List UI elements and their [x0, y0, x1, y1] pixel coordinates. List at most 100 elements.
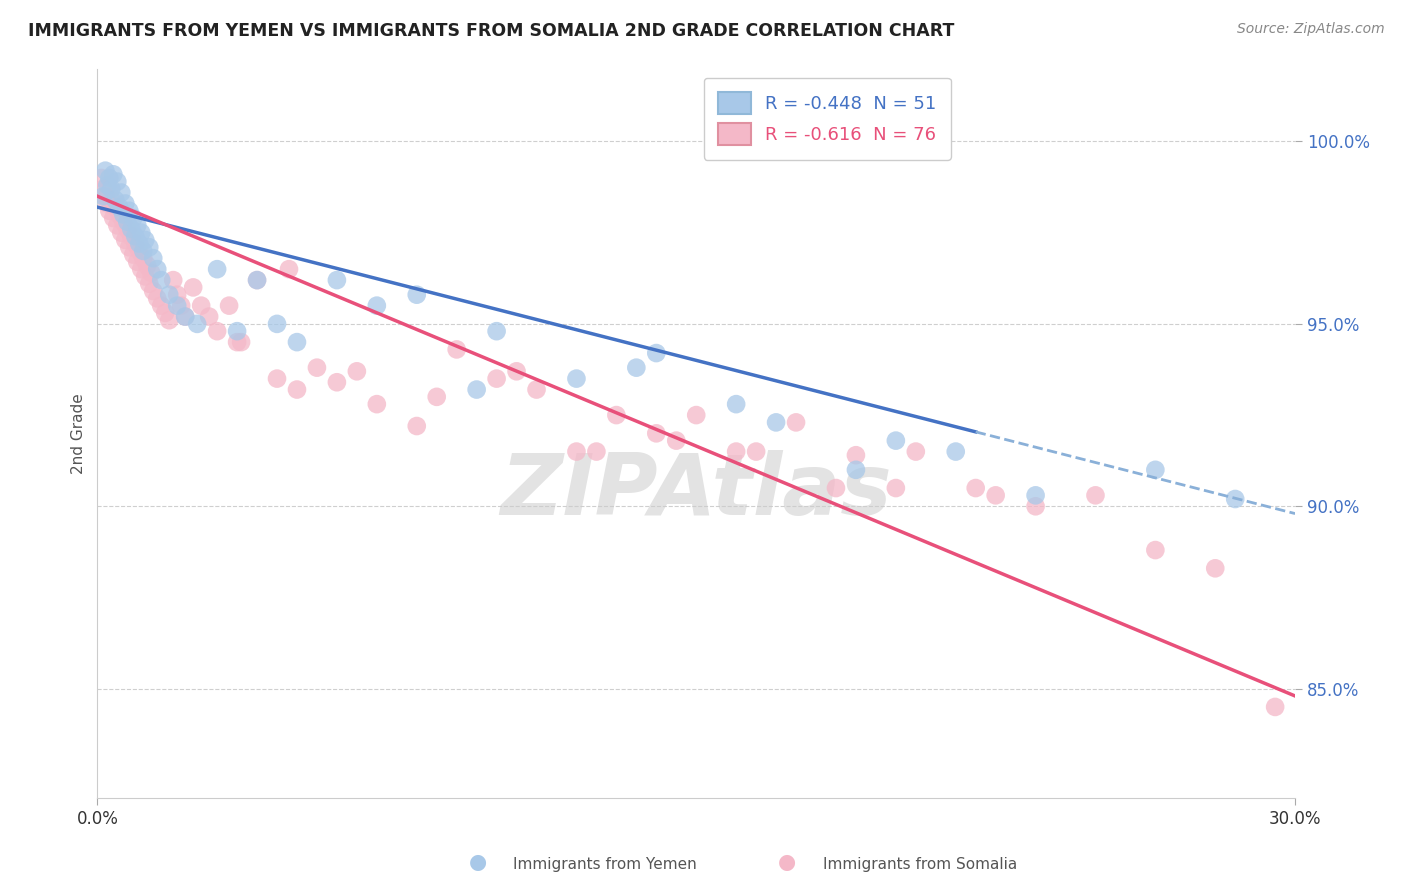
Point	[285, 383, 308, 397]
Point	[91, 189, 114, 203]
Text: Immigrants from Yemen: Immigrants from Yemen	[513, 857, 697, 872]
Point	[366, 397, 388, 411]
Point	[174, 310, 197, 324]
Point	[118, 240, 141, 254]
Point	[120, 222, 142, 236]
Point	[645, 346, 668, 360]
Point	[285, 335, 308, 350]
Point	[166, 287, 188, 301]
Text: ●: ●	[779, 853, 796, 872]
Point	[132, 244, 155, 258]
Point	[157, 287, 180, 301]
Point	[845, 463, 868, 477]
Point	[105, 219, 128, 233]
Point	[138, 240, 160, 254]
Text: Source: ZipAtlas.com: Source: ZipAtlas.com	[1237, 22, 1385, 37]
Point	[127, 255, 149, 269]
Point	[100, 193, 122, 207]
Point	[110, 226, 132, 240]
Point	[174, 310, 197, 324]
Point	[108, 200, 131, 214]
Point	[745, 444, 768, 458]
Point	[146, 262, 169, 277]
Text: Immigrants from Somalia: Immigrants from Somalia	[823, 857, 1017, 872]
Point	[90, 171, 112, 186]
Point	[218, 299, 240, 313]
Point	[198, 310, 221, 324]
Point	[785, 416, 807, 430]
Point	[117, 215, 139, 229]
Point	[884, 434, 907, 448]
Point	[142, 251, 165, 265]
Point	[104, 193, 127, 207]
Text: ZIPAtlas: ZIPAtlas	[501, 450, 891, 533]
Text: IMMIGRANTS FROM YEMEN VS IMMIGRANTS FROM SOMALIA 2ND GRADE CORRELATION CHART: IMMIGRANTS FROM YEMEN VS IMMIGRANTS FROM…	[28, 22, 955, 40]
Point	[134, 233, 156, 247]
Point	[426, 390, 449, 404]
Point	[118, 203, 141, 218]
Point	[150, 299, 173, 313]
Point	[134, 269, 156, 284]
Point	[94, 163, 117, 178]
Point	[765, 416, 787, 430]
Point	[366, 299, 388, 313]
Point	[120, 229, 142, 244]
Point	[138, 277, 160, 291]
Point	[190, 299, 212, 313]
Point	[110, 186, 132, 200]
Point	[91, 182, 114, 196]
Point	[465, 383, 488, 397]
Point	[108, 207, 131, 221]
Point	[141, 266, 163, 280]
Point	[170, 299, 193, 313]
Legend: R = -0.448  N = 51, R = -0.616  N = 76: R = -0.448 N = 51, R = -0.616 N = 76	[703, 78, 950, 160]
Point	[127, 219, 149, 233]
Point	[114, 233, 136, 247]
Point	[122, 247, 145, 261]
Point	[205, 324, 228, 338]
Point	[266, 317, 288, 331]
Point	[122, 211, 145, 225]
Point	[685, 408, 707, 422]
Point	[105, 175, 128, 189]
Point	[884, 481, 907, 495]
Point	[945, 444, 967, 458]
Point	[266, 371, 288, 385]
Point	[845, 448, 868, 462]
Point	[104, 200, 127, 214]
Point	[278, 262, 301, 277]
Point	[229, 335, 252, 350]
Point	[305, 360, 328, 375]
Point	[485, 324, 508, 338]
Point	[405, 419, 427, 434]
Point	[1084, 488, 1107, 502]
Point	[103, 167, 125, 181]
Point	[128, 244, 150, 258]
Point	[1144, 463, 1167, 477]
Point	[725, 397, 748, 411]
Point	[128, 236, 150, 251]
Point	[1025, 500, 1047, 514]
Point	[124, 229, 146, 244]
Point	[485, 371, 508, 385]
Point	[405, 287, 427, 301]
Point	[226, 335, 249, 350]
Point	[132, 251, 155, 265]
Point	[526, 383, 548, 397]
Point	[150, 273, 173, 287]
Point	[117, 222, 139, 236]
Point	[446, 343, 468, 357]
Point	[205, 262, 228, 277]
Point	[965, 481, 987, 495]
Point	[505, 364, 527, 378]
Y-axis label: 2nd Grade: 2nd Grade	[72, 393, 86, 474]
Point	[1025, 488, 1047, 502]
Point	[585, 444, 607, 458]
Point	[1225, 491, 1247, 506]
Point	[155, 306, 177, 320]
Point	[605, 408, 627, 422]
Point	[157, 313, 180, 327]
Point	[181, 280, 204, 294]
Point	[246, 273, 269, 287]
Point	[100, 182, 122, 196]
